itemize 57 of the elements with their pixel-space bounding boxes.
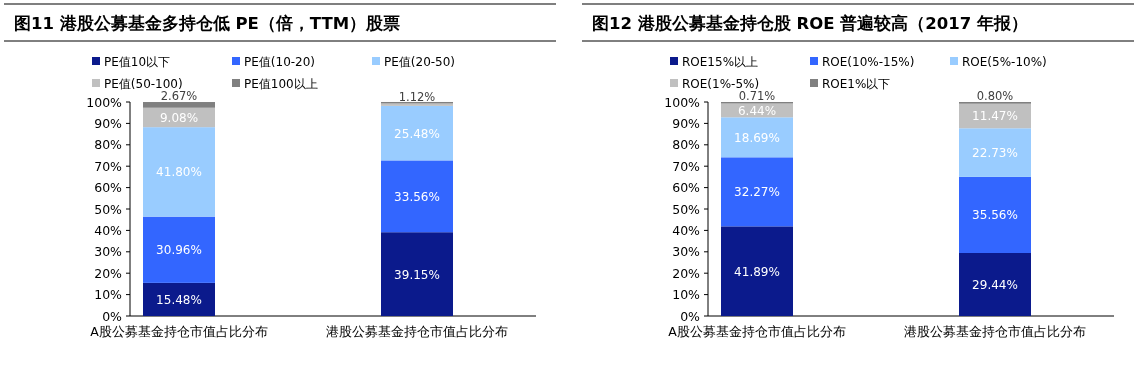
y-tick-label: 60% <box>672 180 701 196</box>
data-label: 33.56% <box>394 189 440 204</box>
data-label: 29.44% <box>972 278 1018 292</box>
data-label: 41.80% <box>156 165 202 180</box>
y-tick-label: 40% <box>672 222 701 238</box>
data-label: 41.89% <box>734 264 780 279</box>
y-tick-label: 10% <box>672 287 701 303</box>
legend-label: ROE1%以下 <box>822 76 891 91</box>
x-tick-label: 港股公募基金持仓市值占比分布 <box>326 324 508 339</box>
legend-label: PE值100以上 <box>244 76 318 91</box>
x-tick-label: A股公募基金持仓市值占比分布 <box>90 324 268 339</box>
legend-label: ROE(1%-5%) <box>682 76 760 91</box>
legend-label: PE值10以下 <box>104 54 171 69</box>
legend-label: ROE15%以上 <box>682 54 759 69</box>
data-label: 35.56% <box>972 208 1018 223</box>
data-label: 30.96% <box>156 243 202 258</box>
y-tick-label: 100% <box>664 94 701 110</box>
data-label: 11.47% <box>972 109 1018 124</box>
y-tick-label: 70% <box>672 158 701 174</box>
y-tick-label: 80% <box>94 137 123 153</box>
y-tick-label: 90% <box>94 115 123 131</box>
chart-title: 图11 港股公募基金多持仓低 PE（倍，TTM）股票 <box>14 14 401 33</box>
data-label: 0.71% <box>738 89 776 103</box>
y-tick-label: 0% <box>102 308 123 324</box>
y-tick-label: 40% <box>94 222 123 238</box>
y-tick-label: 30% <box>94 244 123 260</box>
y-tick-label: 100% <box>86 94 123 110</box>
chart-title: 图12 港股公募基金持仓股 ROE 普遍较高（2017 年报） <box>592 13 1028 33</box>
y-tick-label: 0% <box>680 308 701 324</box>
y-tick-label: 50% <box>672 201 701 217</box>
y-tick-label: 50% <box>94 201 123 217</box>
data-label: 25.48% <box>394 126 440 141</box>
data-label: 1.12% <box>398 90 436 105</box>
legend-label: ROE(5%-10%) <box>962 54 1047 69</box>
data-label: 22.73% <box>972 146 1018 161</box>
legend-label: PE值(50-100) <box>104 76 183 91</box>
y-tick-label: 80% <box>672 137 701 153</box>
y-tick-label: 20% <box>672 265 701 281</box>
y-tick-label: 60% <box>94 180 123 196</box>
y-tick-label: 30% <box>672 244 701 260</box>
y-tick-label: 70% <box>94 158 123 174</box>
y-tick-label: 90% <box>672 115 701 131</box>
y-tick-label: 20% <box>94 265 123 281</box>
data-label: 6.44% <box>737 103 777 118</box>
data-label: 32.27% <box>734 185 780 200</box>
data-label: 18.69% <box>734 130 780 145</box>
data-label: 0.80% <box>976 89 1014 103</box>
data-label: 2.67% <box>160 89 198 104</box>
x-tick-label: A股公募基金持仓市值占比分布 <box>668 324 846 339</box>
data-label: 39.15% <box>394 267 440 282</box>
x-tick-label: 港股公募基金持仓市值占比分布 <box>904 324 1086 339</box>
data-label: 15.48% <box>156 292 202 307</box>
legend-label: PE值(10-20) <box>244 54 316 69</box>
legend-label: ROE(10%-15%) <box>822 54 915 69</box>
data-label: 9.08% <box>159 110 199 125</box>
legend-label: PE值(20-50) <box>384 54 456 69</box>
y-tick-label: 10% <box>94 287 123 303</box>
